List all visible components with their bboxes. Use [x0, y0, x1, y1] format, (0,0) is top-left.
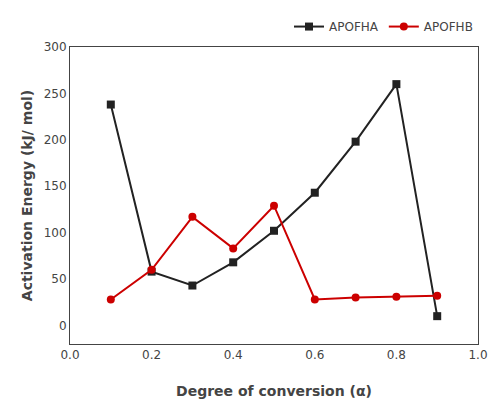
- svg-text:APOFHA: APOFHA: [329, 20, 379, 34]
- svg-text:0.0: 0.0: [60, 348, 79, 362]
- svg-text:0.6: 0.6: [305, 348, 324, 362]
- svg-text:0: 0: [59, 319, 67, 333]
- svg-text:0.2: 0.2: [142, 348, 161, 362]
- svg-text:250: 250: [44, 87, 67, 101]
- svg-text:0.4: 0.4: [224, 348, 243, 362]
- svg-text:100: 100: [44, 226, 67, 240]
- svg-text:50: 50: [51, 272, 66, 286]
- svg-text:APOFHB: APOFHB: [424, 20, 473, 34]
- svg-text:200: 200: [44, 133, 67, 147]
- svg-text:0.8: 0.8: [387, 348, 406, 362]
- svg-text:Activation Energy (kJ/ mol): Activation Energy (kJ/ mol): [19, 90, 35, 301]
- svg-text:Degree of conversion (α): Degree of conversion (α): [176, 383, 372, 399]
- svg-text:150: 150: [44, 179, 67, 193]
- svg-text:1.0: 1.0: [468, 348, 487, 362]
- svg-text:300: 300: [44, 40, 67, 54]
